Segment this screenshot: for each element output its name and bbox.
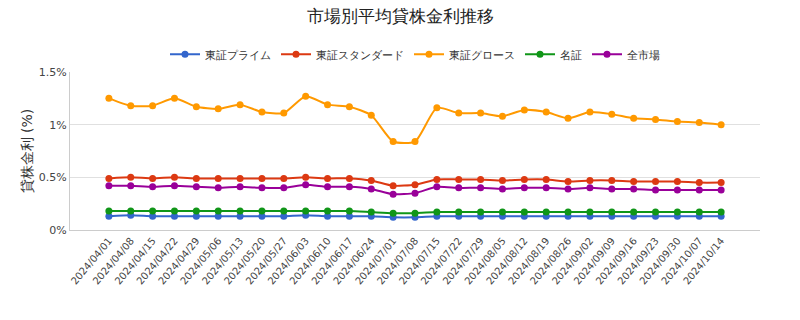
svg-text:2024/05/20: 2024/05/20 — [222, 235, 267, 286]
svg-text:2024/05/13: 2024/05/13 — [200, 235, 245, 286]
svg-text:名証: 名証 — [560, 49, 582, 62]
svg-text:2024/07/08: 2024/07/08 — [375, 235, 420, 286]
svg-text:2024/08/12: 2024/08/12 — [484, 235, 529, 286]
svg-text:2024/04/08: 2024/04/08 — [91, 235, 136, 286]
svg-text:2024/04/29: 2024/04/29 — [156, 235, 201, 286]
svg-text:2024/07/22: 2024/07/22 — [419, 235, 464, 286]
svg-text:市場別平均貸株金利推移: 市場別平均貸株金利推移 — [307, 6, 494, 26]
svg-text:2024/05/27: 2024/05/27 — [244, 235, 289, 286]
svg-text:2024/09/30: 2024/09/30 — [637, 235, 682, 286]
svg-text:2024/09/16: 2024/09/16 — [594, 235, 639, 286]
svg-text:2024/09/02: 2024/09/02 — [550, 235, 595, 286]
svg-text:2024/06/03: 2024/06/03 — [266, 235, 311, 286]
svg-text:全市場: 全市場 — [627, 49, 660, 62]
svg-text:2024/06/24: 2024/06/24 — [331, 235, 376, 286]
svg-text:貸株金利 (%): 貸株金利 (%) — [19, 109, 35, 194]
svg-text:2024/07/29: 2024/07/29 — [440, 235, 485, 286]
svg-text:2024/05/06: 2024/05/06 — [178, 235, 223, 286]
svg-text:2024/09/23: 2024/09/23 — [615, 235, 660, 286]
svg-text:2024/07/01: 2024/07/01 — [353, 235, 398, 286]
svg-text:2024/10/07: 2024/10/07 — [659, 235, 704, 286]
svg-text:2024/06/10: 2024/06/10 — [287, 235, 332, 286]
svg-text:2024/08/26: 2024/08/26 — [528, 235, 573, 286]
svg-text:1%: 1% — [49, 119, 66, 132]
svg-text:2024/07/15: 2024/07/15 — [397, 235, 442, 286]
svg-text:東証プライム: 東証プライム — [205, 49, 271, 62]
svg-text:0%: 0% — [49, 224, 66, 237]
svg-text:0.5%: 0.5% — [39, 171, 67, 184]
svg-text:1.5%: 1.5% — [39, 66, 67, 79]
svg-text:2024/04/15: 2024/04/15 — [112, 235, 157, 286]
svg-text:2024/04/01: 2024/04/01 — [69, 235, 114, 286]
svg-text:2024/10/14: 2024/10/14 — [681, 235, 726, 286]
svg-text:東証スタンダード: 東証スタンダード — [316, 49, 404, 62]
svg-text:2024/06/17: 2024/06/17 — [309, 235, 354, 286]
svg-text:東証グロース: 東証グロース — [449, 49, 515, 62]
svg-text:2024/08/19: 2024/08/19 — [506, 235, 551, 286]
svg-text:2024/09/09: 2024/09/09 — [572, 235, 617, 286]
svg-text:2024/08/05: 2024/08/05 — [462, 235, 507, 286]
svg-text:2024/04/22: 2024/04/22 — [134, 235, 179, 286]
